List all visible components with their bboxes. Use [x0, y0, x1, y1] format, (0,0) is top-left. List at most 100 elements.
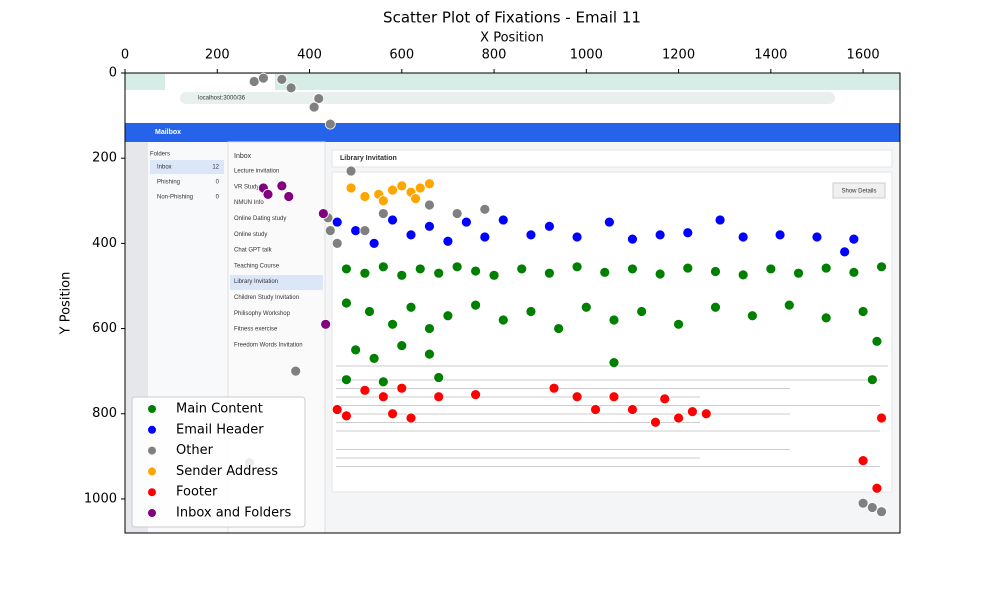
- fixation-point: [871, 482, 883, 494]
- fixation-point: [414, 182, 426, 194]
- fixation-point: [377, 208, 389, 219]
- fixation-point: [599, 266, 611, 278]
- fixation-point: [331, 237, 343, 249]
- y-axis-label: Y Position: [59, 272, 74, 336]
- fixation-point: [248, 76, 260, 87]
- y-tick-label: 1000: [84, 491, 117, 506]
- fixation-point: [479, 203, 491, 215]
- fixation-point: [331, 216, 343, 228]
- y-tick-label: 200: [92, 151, 117, 166]
- fixation-point: [783, 299, 795, 311]
- fixation-point: [424, 220, 435, 232]
- fixation-point: [341, 297, 352, 309]
- fixation-point: [820, 312, 832, 324]
- fixation-point: [405, 301, 417, 313]
- fixation-point: [590, 404, 601, 415]
- fixation-point: [682, 262, 694, 274]
- fixation-point: [377, 391, 389, 403]
- fixation-point: [654, 268, 666, 280]
- fixation-point: [650, 416, 661, 428]
- fixation-point: [848, 233, 860, 245]
- fixation-point: [331, 404, 343, 415]
- fixation-point: [857, 306, 869, 317]
- fixation-point: [710, 266, 721, 277]
- fixation-point: [488, 269, 500, 281]
- tab: [165, 74, 275, 90]
- fixation-point: [848, 266, 860, 278]
- ui-text: Children Study Invitation: [234, 295, 299, 301]
- ui-text: Show Details: [841, 189, 876, 195]
- fixation-point: [627, 233, 638, 245]
- fixation-point: [387, 184, 398, 196]
- fixation-point: [359, 267, 371, 279]
- fixation-point: [687, 406, 698, 418]
- fixation-point: [765, 263, 777, 275]
- fixation-point: [387, 318, 398, 330]
- fixation-point: [350, 344, 362, 356]
- ui-text: Online study: [234, 232, 267, 238]
- fixation-point: [553, 323, 565, 334]
- fixation-point: [673, 412, 684, 424]
- ui-text: localhost:3000/36: [198, 96, 246, 102]
- ui-text: Lecture invitation: [234, 169, 279, 175]
- fixation-point: [737, 231, 749, 243]
- fixation-point: [387, 408, 398, 420]
- fixation-point: [548, 382, 560, 394]
- fixation-point: [866, 502, 878, 513]
- fixation-point: [345, 165, 357, 177]
- fixation-point: [608, 314, 620, 326]
- fixation-point: [290, 365, 302, 377]
- ui-text: 0: [216, 195, 220, 201]
- fixation-point: [341, 410, 352, 422]
- fixation-point: [580, 301, 592, 313]
- axes-frame: [124, 72, 901, 534]
- fixation-point: [470, 265, 481, 277]
- y-tick-label: 800: [92, 406, 117, 421]
- fixation-point: [405, 229, 417, 241]
- fixation-point: [544, 267, 555, 279]
- chart-title: Scatter Plot of Fixations - Email 11: [383, 9, 641, 27]
- fixation-point: [627, 263, 638, 275]
- ui-text: Teaching Course: [234, 263, 280, 269]
- fixation-point: [377, 195, 389, 207]
- fixation-point: [262, 188, 274, 200]
- legend-marker: [148, 488, 156, 497]
- fixation-point: [470, 299, 481, 311]
- fixation-point: [424, 178, 435, 190]
- fixation-point: [341, 374, 352, 386]
- ui-text: 0: [216, 180, 220, 186]
- tab-bar: [125, 73, 900, 90]
- fixation-point: [283, 191, 295, 202]
- fixation-point: [525, 229, 537, 241]
- fixation-point: [359, 384, 371, 396]
- x-tick-label: 1600: [847, 48, 880, 63]
- x-axis-label: X Position: [480, 31, 544, 46]
- fixation-point: [497, 214, 509, 226]
- legend-label: Inbox and Folders: [176, 506, 291, 521]
- legend-label: Sender Address: [176, 464, 278, 479]
- fixation-point: [659, 393, 671, 405]
- x-tick-label: 1200: [662, 48, 695, 63]
- fixation-point: [257, 72, 269, 84]
- ui-text: VR Study: [234, 184, 259, 190]
- fixation-point: [516, 263, 528, 275]
- list-selected: [230, 275, 323, 290]
- fixation-point: [396, 382, 408, 394]
- legend-label: Main Content: [176, 402, 263, 417]
- ui-text: Freedom Words Invitation: [234, 342, 303, 348]
- legend-marker: [148, 405, 156, 413]
- fixation-point: [368, 237, 380, 249]
- fixation-point: [317, 208, 329, 219]
- screenshot: [125, 73, 900, 534]
- ui-text: Online Dating study: [234, 216, 286, 222]
- fixation-point: [433, 391, 445, 403]
- fixation-point: [442, 310, 454, 322]
- fixation-point: [313, 93, 325, 104]
- x-tick-label: 800: [482, 48, 507, 63]
- x-tick-label: 200: [205, 48, 230, 63]
- fixation-point: [608, 357, 620, 369]
- fixation-point: [470, 389, 481, 400]
- subject-card: [331, 149, 893, 168]
- fixation-point: [857, 497, 869, 509]
